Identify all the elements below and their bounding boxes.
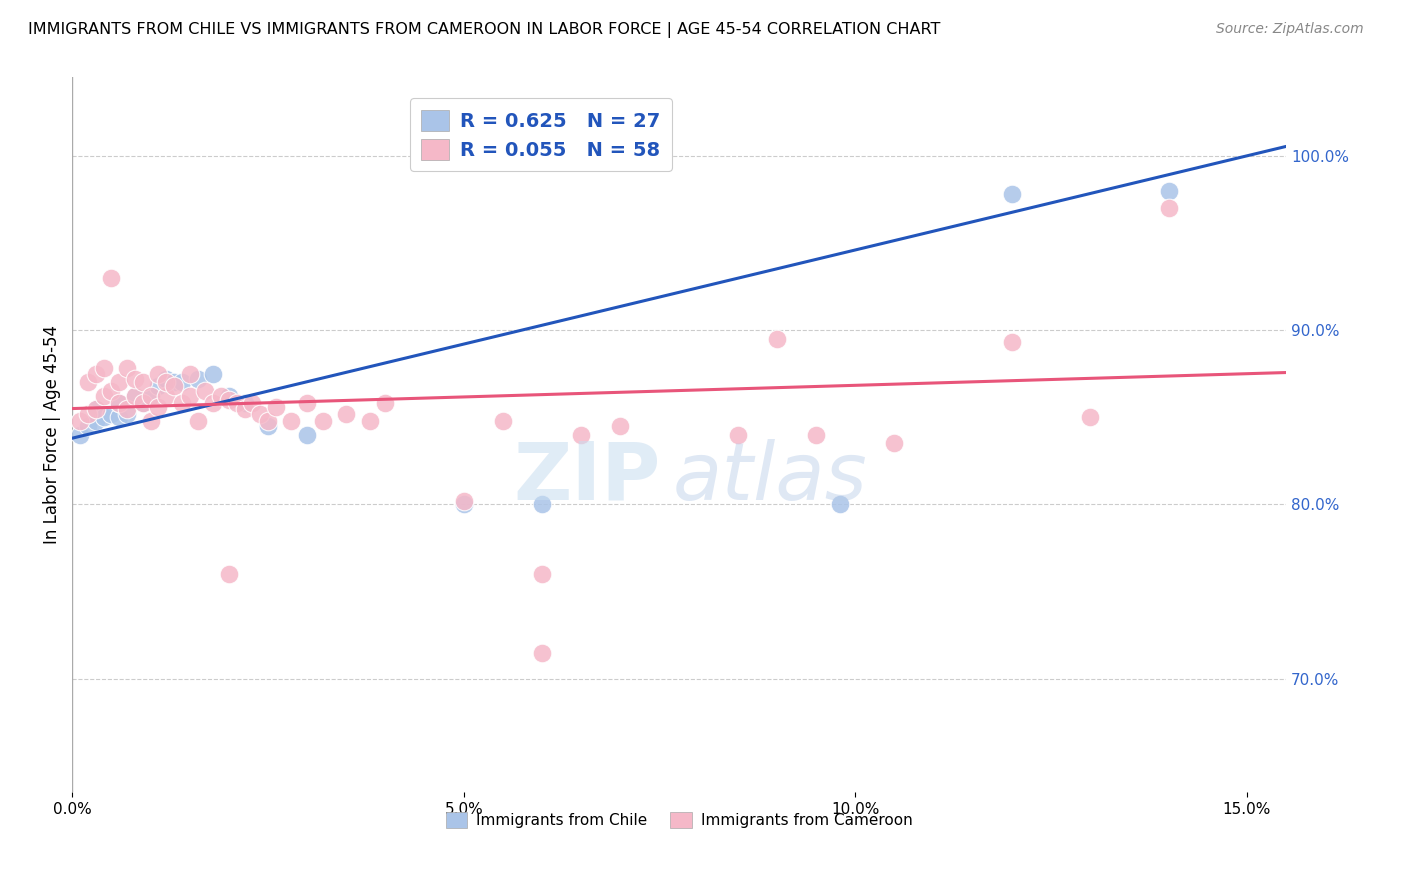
Point xyxy=(531,567,554,582)
Point xyxy=(131,396,153,410)
Text: atlas: atlas xyxy=(673,439,868,516)
Point xyxy=(295,396,318,410)
Point xyxy=(155,389,177,403)
Point xyxy=(202,367,225,381)
Point xyxy=(186,414,208,428)
Point xyxy=(218,392,240,407)
Point xyxy=(1001,335,1024,350)
Point xyxy=(108,376,131,390)
Point xyxy=(131,396,153,410)
Point xyxy=(139,389,162,403)
Point xyxy=(148,379,170,393)
Point xyxy=(84,401,107,416)
Point xyxy=(115,407,138,421)
Text: Source: ZipAtlas.com: Source: ZipAtlas.com xyxy=(1216,22,1364,37)
Point xyxy=(124,389,146,403)
Point xyxy=(131,376,153,390)
Point xyxy=(453,497,475,511)
Point xyxy=(69,427,91,442)
Point xyxy=(569,427,592,442)
Point xyxy=(218,567,240,582)
Point xyxy=(108,396,131,410)
Point xyxy=(766,332,789,346)
Point xyxy=(93,389,115,403)
Point xyxy=(249,407,271,421)
Point xyxy=(828,497,851,511)
Point xyxy=(163,376,186,390)
Point xyxy=(155,372,177,386)
Point xyxy=(139,414,162,428)
Point xyxy=(225,396,247,410)
Point xyxy=(93,361,115,376)
Point xyxy=(186,372,208,386)
Point xyxy=(93,410,115,425)
Point xyxy=(124,372,146,386)
Point xyxy=(240,396,263,410)
Point xyxy=(257,414,280,428)
Point xyxy=(108,410,131,425)
Point xyxy=(100,384,122,398)
Point xyxy=(883,436,905,450)
Point xyxy=(139,389,162,403)
Point xyxy=(163,379,186,393)
Point xyxy=(233,396,256,410)
Point xyxy=(257,419,280,434)
Point xyxy=(69,414,91,428)
Text: ZIP: ZIP xyxy=(513,439,661,516)
Point xyxy=(264,400,287,414)
Y-axis label: In Labor Force | Age 45-54: In Labor Force | Age 45-54 xyxy=(44,326,60,544)
Point xyxy=(453,494,475,508)
Point xyxy=(727,427,749,442)
Point xyxy=(531,646,554,660)
Point xyxy=(115,401,138,416)
Point xyxy=(335,407,357,421)
Point xyxy=(804,427,827,442)
Point xyxy=(84,414,107,428)
Point xyxy=(148,367,170,381)
Point xyxy=(1157,184,1180,198)
Point xyxy=(218,389,240,403)
Point xyxy=(359,414,381,428)
Point xyxy=(77,419,100,434)
Point xyxy=(280,414,302,428)
Point xyxy=(115,361,138,376)
Point xyxy=(492,414,515,428)
Point xyxy=(202,396,225,410)
Point xyxy=(124,389,146,403)
Point xyxy=(77,407,100,421)
Point xyxy=(1157,201,1180,215)
Point xyxy=(609,419,631,434)
Point xyxy=(374,396,396,410)
Point xyxy=(155,376,177,390)
Point xyxy=(1078,410,1101,425)
Point xyxy=(100,270,122,285)
Point xyxy=(179,367,201,381)
Point xyxy=(233,401,256,416)
Legend: Immigrants from Chile, Immigrants from Cameroon: Immigrants from Chile, Immigrants from C… xyxy=(440,805,918,834)
Point xyxy=(170,376,193,390)
Text: IMMIGRANTS FROM CHILE VS IMMIGRANTS FROM CAMEROON IN LABOR FORCE | AGE 45-54 COR: IMMIGRANTS FROM CHILE VS IMMIGRANTS FROM… xyxy=(28,22,941,38)
Point xyxy=(100,407,122,421)
Point xyxy=(77,376,100,390)
Point xyxy=(170,396,193,410)
Point xyxy=(108,396,131,410)
Point xyxy=(531,497,554,511)
Point xyxy=(84,401,107,416)
Point xyxy=(179,389,201,403)
Point xyxy=(1001,187,1024,202)
Point xyxy=(194,384,217,398)
Point xyxy=(209,389,232,403)
Point xyxy=(312,414,335,428)
Point xyxy=(84,367,107,381)
Point xyxy=(295,427,318,442)
Point xyxy=(148,400,170,414)
